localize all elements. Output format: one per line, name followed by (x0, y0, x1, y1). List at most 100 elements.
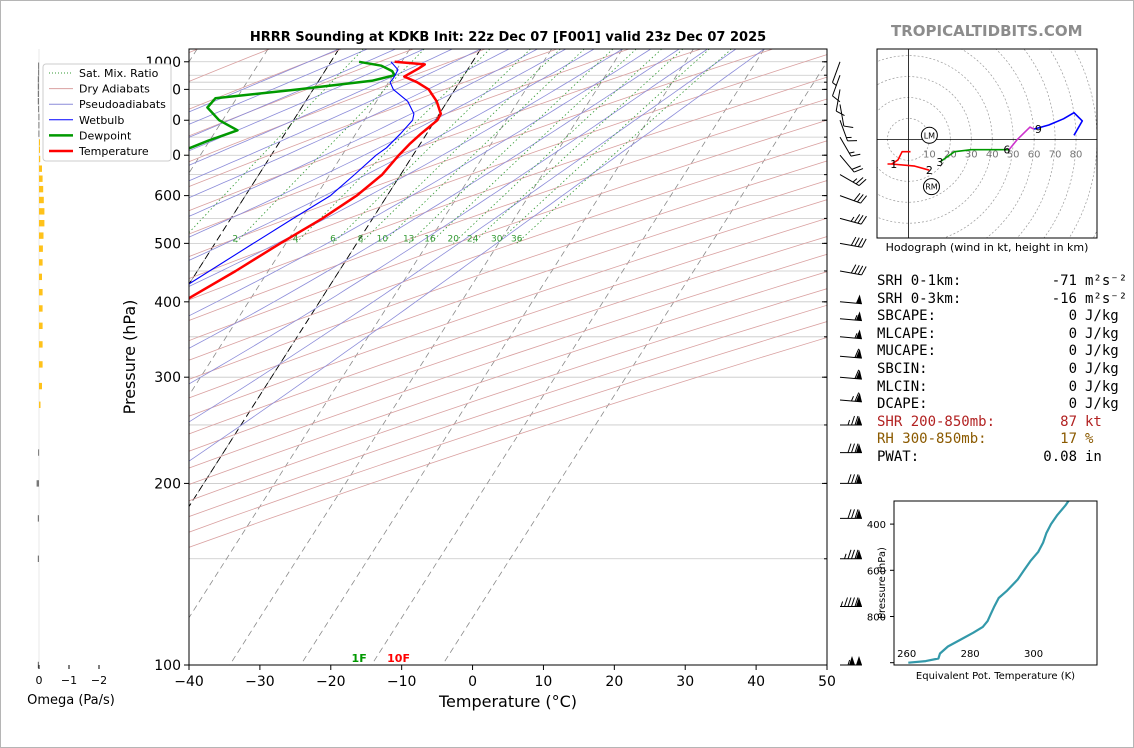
wind-barb (839, 369, 862, 380)
dry-adiabat (189, 236, 827, 452)
omega-bar (39, 259, 43, 266)
stat-row: PWAT: 0.08 in (877, 449, 1127, 467)
barb-half (846, 136, 852, 139)
stat-row: SBCAPE: 0 J/kg (877, 308, 1127, 326)
barb-half (847, 419, 851, 426)
wind-barb (839, 294, 862, 305)
mixing-ratio-line (472, 49, 684, 244)
legend-label: Dewpoint (79, 129, 132, 142)
barb-full (844, 597, 848, 607)
x-tick-label: 40 (747, 674, 765, 690)
pseudoadiabat (189, 49, 595, 261)
dry-adiabat (189, 49, 702, 235)
pseudoadiabat (189, 49, 680, 349)
mixing-ratio-label: 4 (293, 234, 299, 244)
barb-full (847, 474, 852, 484)
barb-half (840, 601, 844, 607)
stat-unit: % (1085, 431, 1094, 448)
legend-label: Pseudoadiabats (79, 98, 166, 111)
barb-pennant (856, 509, 862, 519)
omega-bar (39, 175, 43, 182)
barb-full (851, 597, 855, 607)
mixing-ratio-line (453, 49, 663, 244)
barb-staff (839, 136, 852, 157)
dry-adiabat (189, 253, 827, 469)
dry-adiabat (189, 140, 827, 361)
theta-e-x-tick-label: 260 (897, 649, 916, 660)
barb-full (832, 95, 841, 103)
barb-full (851, 509, 855, 519)
stat-label: SBCAPE: (877, 308, 937, 325)
omega-bar (38, 69, 40, 76)
barb-full (851, 165, 861, 170)
omega-bar (37, 515, 39, 522)
stat-label: SRH 0-1km: (877, 273, 962, 289)
y-axis-label: Pressure (hPa) (120, 300, 139, 415)
dry-adiabat (189, 337, 827, 548)
skewt-profiles (189, 60, 443, 300)
pseudoadiabat (189, 49, 510, 199)
omega-bar (38, 105, 40, 113)
stat-row: RH 300-850mb: 17% (877, 431, 1127, 449)
barb-pennant (856, 443, 862, 453)
legend: Sat. Mix. Ratio Dry Adiabats Pseudoadiabat… (42, 63, 172, 162)
isotherm-line (300, 49, 694, 665)
barb-full (851, 415, 855, 426)
barb-pennant (856, 656, 862, 665)
mixing-ratio-line (496, 49, 710, 244)
barb-staff (839, 399, 862, 403)
theta-e-y-tick-label: 600 (867, 566, 886, 577)
barb-staff (839, 174, 860, 187)
x-tick-label: 20 (605, 674, 623, 690)
skewt-background: 1 2 4 6 8 10 13 16 20 24 30 36 (189, 49, 827, 665)
dry-adiabat (189, 180, 827, 399)
legend-box (42, 63, 172, 162)
mixing-ratio-label: 16 (424, 234, 436, 244)
stat-row: SBCIN: 0 J/kg (877, 361, 1127, 379)
pseudoadiabat (189, 49, 708, 385)
isotherm-line (442, 61, 827, 665)
barb-full (853, 192, 861, 202)
barb-staff (839, 336, 862, 340)
barb-full (854, 237, 860, 247)
mixing-ratio-label: 6 (330, 234, 336, 244)
wind-barb (840, 549, 862, 560)
minus20-isotherm (189, 49, 340, 285)
omega-bar (39, 382, 42, 390)
x-tick-label: 10 (535, 674, 553, 690)
barb-full (861, 266, 867, 276)
dry-adiabat (189, 49, 414, 137)
omega-bar (39, 322, 43, 330)
barb-pennant (856, 416, 862, 425)
isotherm-line (189, 49, 269, 174)
mixing-ratio-line (295, 49, 491, 244)
omega-bar (37, 98, 39, 105)
dry-adiabat (189, 49, 342, 110)
barb-staff (839, 301, 862, 305)
y-tick-label: 100 (154, 658, 181, 674)
hodo-storm-marker (922, 178, 940, 196)
mixing-ratio-label: 24 (467, 234, 479, 244)
barb-staff (839, 376, 862, 380)
barb-full (850, 236, 857, 246)
stat-row: MUCAPE: 0 J/kg (877, 343, 1127, 361)
barb-full (857, 214, 864, 224)
hodo-storm-label: LM (924, 131, 935, 140)
pseudoadiabat (189, 49, 623, 287)
legend-label: Wetbulb (79, 114, 124, 127)
hodograph-caption: Hodograph (wind in kt, height in km) (886, 241, 1089, 254)
barb-full (850, 264, 857, 274)
stat-label: RH 300-850mb: (877, 431, 987, 448)
wind-barb (839, 392, 862, 403)
barb-pennant (856, 474, 862, 484)
wind-barb (840, 597, 862, 607)
stat-unit: J/kg (1085, 325, 1119, 342)
omega-bar (39, 155, 41, 163)
hodo-segment (939, 148, 1009, 163)
barb-full (854, 443, 859, 453)
hodo-ring-label: 10 (923, 149, 936, 160)
stat-label: SBCIN: (877, 360, 928, 377)
y-tick-label: 500 (154, 236, 181, 252)
dry-adiabat (189, 119, 827, 342)
